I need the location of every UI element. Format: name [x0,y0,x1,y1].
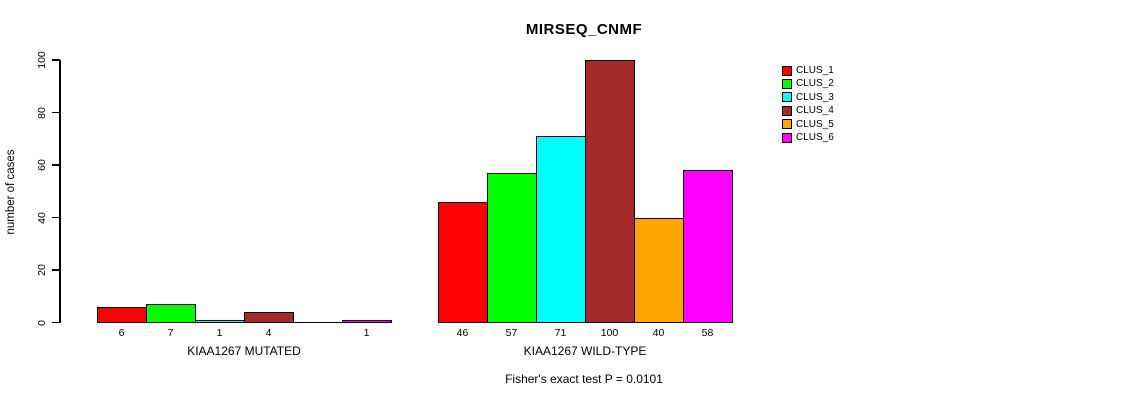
bar [244,312,294,323]
y-tick-mark [52,164,60,166]
bar [487,172,537,323]
y-axis-line [59,60,61,323]
group-label-wildtype: KIAA1267 WILD-TYPE [523,344,647,358]
y-tick-label: 20 [36,264,48,276]
bar-value-label: 58 [701,327,714,339]
bar-value-label: 6 [118,327,125,339]
bar-value-label: 40 [652,327,665,339]
bar-value-label: 46 [456,327,469,339]
legend-row: CLUS_4 [782,104,834,117]
legend-label: CLUS_5 [796,118,834,130]
legend-row: CLUS_1 [782,64,834,77]
bar [146,304,196,323]
legend-swatch [782,79,792,90]
bar [97,306,147,323]
legend-swatch [782,119,792,130]
bar-value-label: 100 [600,327,619,339]
bar [293,321,342,323]
bar-value-label: 4 [265,327,272,339]
y-tick-mark [52,216,60,219]
bar [683,170,733,323]
legend-row: CLUS_2 [782,77,834,90]
chart-title: MIRSEQ_CNMF [525,21,643,38]
legend-label: CLUS_4 [796,105,834,117]
bar [342,319,392,323]
bar-value-label: 1 [216,327,223,339]
bar-value-label: 57 [505,327,518,339]
legend-label: CLUS_2 [796,78,834,90]
legend-swatch [782,132,792,143]
legend-label: CLUS_6 [796,131,834,143]
y-tick-label: 80 [36,106,48,119]
bar [438,201,488,323]
bar-value-label: 71 [554,327,567,339]
y-tick-label: 0 [36,319,48,326]
legend-label: CLUS_3 [796,91,834,103]
y-tick-mark [52,59,60,61]
bar [585,60,635,323]
y-axis-label: number of cases [5,149,17,235]
bar-value-label: 7 [167,327,174,339]
legend-label: CLUS_1 [796,65,834,76]
y-tick-mark [52,269,60,271]
bar [195,319,245,323]
y-tick-label: 40 [36,211,48,224]
legend-swatch [782,65,792,76]
fisher-test-annotation: Fisher's exact test P = 0.0101 [505,372,663,386]
y-tick-mark [52,111,60,114]
legend-row: CLUS_6 [782,131,834,144]
bar [536,136,586,323]
legend: CLUS_1 CLUS_2 CLUS_3 CLUS_4 CLUS_5 CLUS_6 [782,64,834,144]
legend-swatch [782,92,792,103]
y-tick-mark [52,321,60,324]
legend-row: CLUS_3 [782,91,834,104]
bar-value-label: 1 [363,327,370,339]
bar [634,217,684,323]
legend-row: CLUS_5 [782,118,834,131]
legend-swatch [782,105,792,116]
group-label-mutated: KIAA1267 MUTATED [187,344,301,358]
y-tick-label: 60 [36,159,48,171]
y-tick-label: 100 [36,51,48,69]
